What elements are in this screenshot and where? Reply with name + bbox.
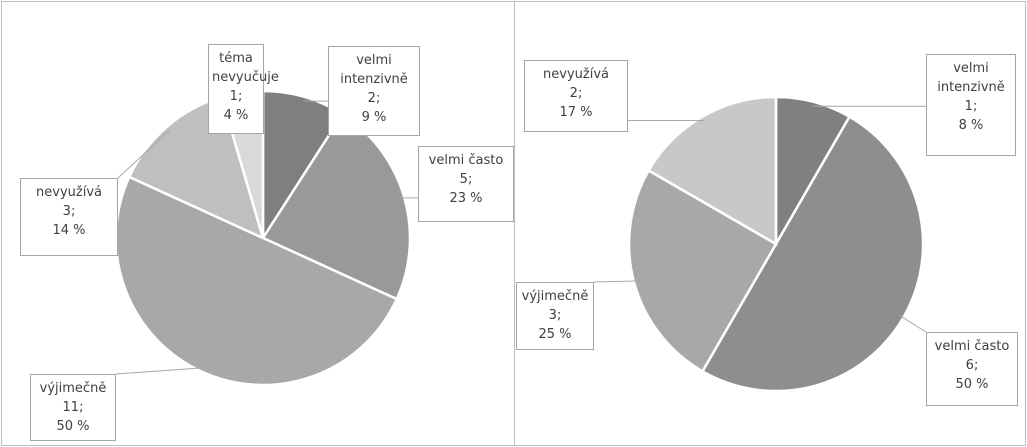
label-value: 2; — [367, 91, 381, 106]
data-label: velmi intenzivně 1; 8 % — [926, 54, 1016, 156]
data-label: výjimečně 11; 50 % — [30, 374, 116, 441]
label-percent: 25 % — [538, 327, 572, 342]
label-percent: 14 % — [52, 223, 86, 238]
label-category: téma nevyučuje — [212, 51, 279, 85]
label-category: velmi intenzivně — [340, 53, 408, 87]
callout-line — [899, 314, 927, 333]
callout-line — [117, 129, 170, 179]
label-percent: 17 % — [559, 105, 593, 120]
data-label: velmi často 5; 23 % — [418, 146, 514, 222]
pie-slice — [646, 95, 778, 247]
pie-slice — [627, 168, 778, 374]
label-value: 3; — [548, 308, 562, 323]
label-category: nevyužívá — [36, 185, 102, 200]
label-category: velmi často — [934, 339, 1010, 354]
data-label: téma nevyučuje 1; 4 % — [208, 44, 279, 134]
label-percent: 50 % — [56, 419, 90, 434]
label-category: výjimečně — [521, 289, 589, 304]
label-percent: 4 % — [223, 108, 249, 123]
label-category: nevyužívá — [543, 67, 609, 82]
callout-line — [115, 367, 204, 375]
label-percent: 50 % — [955, 377, 989, 392]
data-label: výjimečně 3; 25 % — [516, 282, 594, 350]
label-value: 11; — [62, 400, 84, 415]
label-percent: 8 % — [958, 118, 984, 133]
panel — [514, 1, 1026, 446]
label-category: velmi často — [428, 153, 504, 168]
label-value: 2; — [569, 86, 583, 101]
label-value: 1; — [229, 89, 243, 104]
label-percent: 23 % — [449, 191, 483, 206]
label-value: 1; — [964, 99, 978, 114]
label-percent: 9 % — [361, 110, 387, 125]
label-category: výjimečně — [39, 381, 107, 396]
label-value: 3; — [62, 204, 76, 219]
label-category: velmi intenzivně — [937, 61, 1005, 95]
data-label: nevyužívá 2; 17 % — [524, 60, 628, 132]
label-value: 5; — [459, 172, 473, 187]
data-label: velmi často 6; 50 % — [926, 332, 1018, 406]
data-label: nevyužívá 3; 14 % — [20, 178, 118, 256]
label-value: 6; — [965, 358, 979, 373]
data-label: velmi intenzivně 2; 9 % — [328, 46, 420, 136]
callout-line — [593, 280, 639, 283]
